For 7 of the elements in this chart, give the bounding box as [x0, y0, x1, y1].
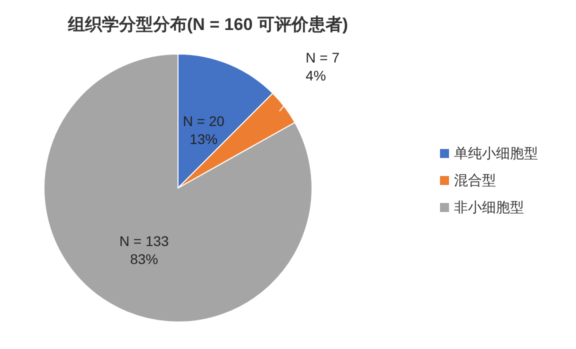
- legend-label: 单纯小细胞型: [454, 145, 538, 161]
- data-label: N = 133 83%: [119, 232, 170, 267]
- legend-label: 非小细胞型: [454, 199, 524, 215]
- legend-label: 混合型: [454, 172, 496, 188]
- data-label: N = 20 13%: [182, 113, 225, 148]
- chart-title: 组织学分型分布(N = 160 可评价患者): [67, 15, 348, 34]
- data-label: N = 7 4%: [306, 49, 340, 84]
